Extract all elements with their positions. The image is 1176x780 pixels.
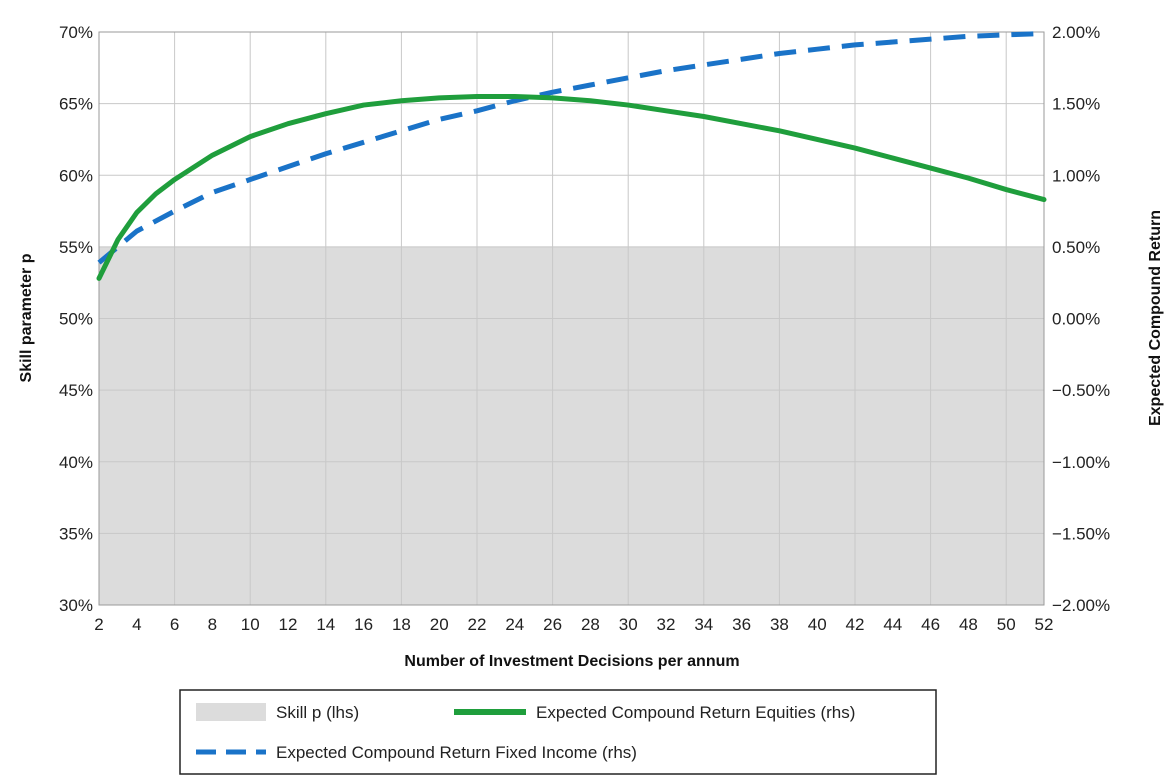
x-tick-label: 12 [279, 615, 298, 634]
x-tick-label: 52 [1035, 615, 1054, 634]
y-right-tick-label: −1.50% [1052, 524, 1110, 543]
x-tick-label: 36 [732, 615, 751, 634]
series-layer [96, 30, 1047, 281]
grid-layer [98, 31, 1044, 606]
x-tick-label: 30 [619, 615, 638, 634]
y-left-tick-label: 45% [59, 381, 93, 400]
legend-swatch-skill [196, 703, 266, 721]
x-tick-label: 40 [808, 615, 827, 634]
y-right-tick-label: −1.00% [1052, 453, 1110, 472]
x-tick-label: 28 [581, 615, 600, 634]
x-tick-label: 32 [657, 615, 676, 634]
y-left-tick-label: 40% [59, 453, 93, 472]
x-tick-label: 10 [241, 615, 260, 634]
x-tick-label: 16 [354, 615, 373, 634]
x-tick-label: 48 [959, 615, 978, 634]
legend-label-fixed-income: Expected Compound Return Fixed Income (r… [276, 743, 637, 762]
x-tick-label: 2 [94, 615, 103, 634]
x-axis-title: Number of Investment Decisions per annum [404, 653, 739, 670]
y-left-axis-title: Skill parameter p [18, 253, 35, 382]
x-tick-label: 50 [997, 615, 1016, 634]
x-tick-label: 6 [170, 615, 179, 634]
y-left-tick-label: 30% [59, 596, 93, 615]
y-left-tick-labels: 30% 35% 40% 45% 50% 55% 60% 65% 70% [59, 23, 93, 615]
x-tick-label: 42 [846, 615, 865, 634]
x-tick-label: 8 [208, 615, 217, 634]
x-tick-label: 4 [132, 615, 141, 634]
skill-area [99, 246, 1044, 605]
y-right-tick-labels: −2.00% −1.50% −1.00% −0.50% 0.00% 0.50% 1.00% 1… [1052, 23, 1110, 615]
y-left-tick-label: 60% [59, 166, 93, 185]
y-right-tick-label: 1.00% [1052, 166, 1100, 185]
y-right-tick-label: 0.50% [1052, 238, 1100, 257]
y-right-axis-title: Expected Compound Return [1147, 210, 1164, 426]
x-tick-label: 18 [392, 615, 411, 634]
x-tick-label: 20 [430, 615, 449, 634]
x-tick-label: 38 [770, 615, 789, 634]
x-tick-label: 14 [316, 615, 335, 634]
y-left-tick-label: 35% [59, 524, 93, 543]
y-left-tick-label: 65% [59, 95, 93, 114]
y-right-tick-label: 1.50% [1052, 95, 1100, 114]
y-right-tick-label: 2.00% [1052, 23, 1100, 42]
y-left-tick-label: 70% [59, 23, 93, 42]
y-right-tick-label: 0.00% [1052, 310, 1100, 329]
legend-box [179, 689, 937, 775]
y-right-tick-label: −2.00% [1052, 596, 1110, 615]
plot-frame [98, 31, 1045, 606]
x-tick-label: 22 [468, 615, 487, 634]
y-right-tick-label: −0.50% [1052, 381, 1110, 400]
y-left-tick-label: 55% [59, 238, 93, 257]
x-tick-label: 46 [921, 615, 940, 634]
legend: Skill p (lhs) Expected Compound Return E… [179, 689, 937, 775]
x-tick-label: 24 [505, 615, 524, 634]
series-line-fixed-income [97, 30, 1045, 265]
x-tick-label: 44 [883, 615, 902, 634]
legend-label-skill: Skill p (lhs) [276, 703, 359, 722]
legend-label-equities: Expected Compound Return Equities (rhs) [536, 703, 855, 722]
y-left-tick-label: 50% [59, 310, 93, 329]
x-tick-label: 26 [543, 615, 562, 634]
series-line-equities [96, 93, 1047, 281]
shade-layer [99, 246, 1044, 605]
x-tick-labels: 2 4 6 8 10 12 14 16 18 20 22 24 26 28 30 32 34 36 38 40 42 44… [94, 615, 1053, 634]
x-tick-label: 34 [694, 615, 713, 634]
